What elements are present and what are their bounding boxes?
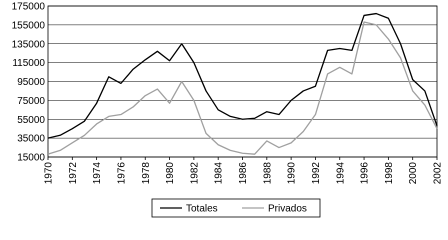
x-tick-label: 1996 [360, 162, 371, 185]
x-tick-label: 1980 [165, 162, 176, 185]
x-tick-label: 1976 [116, 162, 127, 185]
y-tick-label: 35000 [17, 134, 45, 145]
x-tick-label: 1986 [238, 162, 249, 185]
y-tick-label: 175000 [12, 2, 46, 13]
x-tick-label: 1988 [262, 162, 273, 185]
y-tick-label: 95000 [17, 77, 45, 88]
legend-label: Totales [186, 204, 218, 215]
x-tick-label: 1984 [214, 162, 225, 185]
x-tick-label: 2000 [408, 162, 419, 185]
series-line [47, 21, 438, 155]
x-tick-label: 2002 [433, 162, 444, 185]
x-tick-label: 1982 [189, 162, 200, 185]
x-tick-label: 1970 [44, 162, 55, 185]
y-tick-label: 115000 [12, 58, 45, 69]
y-tick-label: 55000 [17, 115, 45, 126]
x-tick-label: 1998 [384, 162, 395, 185]
legend-label: Privados [268, 204, 307, 215]
y-tick-label: 75000 [17, 96, 45, 107]
x-tick-label: 1994 [335, 162, 346, 185]
legend-box [151, 198, 321, 218]
x-tick-label: 1990 [287, 162, 298, 185]
x-tick-label: 1992 [311, 162, 322, 185]
y-tick-label: 135000 [12, 39, 46, 50]
series-line [47, 12, 438, 139]
x-tick-label: 1974 [92, 162, 103, 185]
y-tick-label: 15000 [17, 153, 45, 164]
x-tick-label: 1978 [141, 162, 152, 185]
chart: 15000 35000 55000 75000 95000 115000 135000 155… [12, 2, 444, 218]
y-tick-label: 155000 [12, 20, 46, 31]
x-tick-label: 1972 [68, 162, 79, 185]
